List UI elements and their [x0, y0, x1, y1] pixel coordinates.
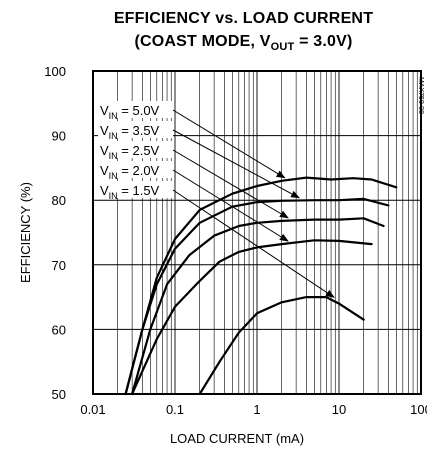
x-tick-label: 10: [332, 402, 346, 417]
series-line-3: [131, 239, 373, 396]
x-tick-label: 100: [410, 402, 427, 417]
y-axis-label: EFFICIENCY (%): [18, 182, 33, 283]
series-label-4: VIN = 1.5V: [100, 183, 160, 201]
x-tick-label: 1: [253, 402, 260, 417]
series-label-1: VIN = 3.5V: [100, 123, 160, 141]
subtitle-suffix: = 3.0V): [294, 33, 353, 50]
series-label-2: VIN = 2.5V: [100, 143, 160, 161]
series-label-0: VIN = 5.0V: [100, 103, 160, 121]
y-tick-label: 60: [52, 322, 66, 337]
series-label-bg: [98, 181, 173, 198]
series-label-bg: [98, 101, 173, 118]
series-arrow-0: [172, 109, 286, 179]
series-label-bg: [98, 141, 173, 158]
chart-title: EFFICIENCY vs. LOAD CURRENT: [113, 10, 374, 27]
series-label-bg: [98, 161, 173, 178]
y-tick-label: 100: [44, 64, 66, 79]
subtitle-subscript: OUT: [270, 41, 295, 54]
subtitle-prefix: (COAST MODE, V: [134, 33, 271, 50]
y-tick-label: 80: [52, 193, 66, 208]
watermark-text: MAX750-08: [417, 77, 424, 114]
chart-subtitle: (COAST MODE, VOUT = 3.0V): [60, 33, 427, 53]
series-label-bg: [98, 121, 173, 138]
x-axis-label: LOAD CURRENT (mA): [170, 431, 304, 446]
series-arrow-1: [172, 129, 300, 199]
x-tick-label: 0.1: [166, 402, 184, 417]
y-tick-label: 50: [52, 387, 66, 402]
series-line-0: [124, 176, 398, 396]
plot-frame: [92, 70, 422, 395]
series-label-3: VIN = 2.0V: [100, 163, 160, 181]
series-line-4: [198, 296, 365, 396]
y-tick-label: 70: [52, 258, 66, 273]
series-line-2: [131, 217, 385, 396]
series-line-1: [124, 197, 390, 396]
y-tick-label: 90: [52, 129, 66, 144]
series-arrow-3: [172, 169, 289, 242]
series-arrow-2: [172, 149, 289, 219]
series-arrow-4: [172, 189, 335, 298]
x-tick-label: 0.01: [80, 402, 105, 417]
